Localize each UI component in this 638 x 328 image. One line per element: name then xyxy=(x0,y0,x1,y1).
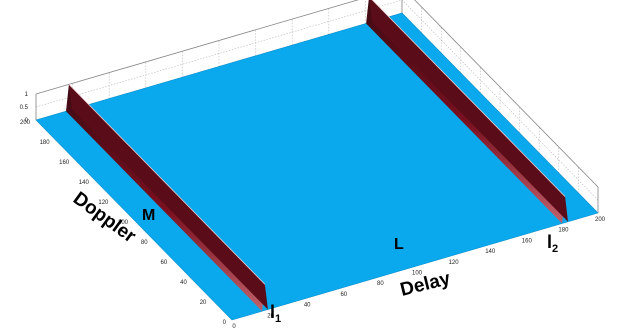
x-tick-label: 80 xyxy=(377,281,384,287)
axes-edge xyxy=(414,0,599,188)
y-tick-label: 80 xyxy=(141,240,148,246)
ridge-1-side xyxy=(68,84,268,310)
x-tick-label: 200 xyxy=(595,217,606,223)
axes-box xyxy=(35,0,599,214)
y-tick-label: 40 xyxy=(180,280,187,286)
axes-edge xyxy=(35,0,359,95)
z-tick-label: 0 xyxy=(25,118,29,124)
z-tick-label: 0.5 xyxy=(20,105,29,111)
annotation-l2: l2 xyxy=(547,232,558,255)
y-tick-label: 160 xyxy=(59,160,70,166)
x-tick-label: 140 xyxy=(485,249,496,255)
x-axis-label: Delay xyxy=(398,268,453,301)
y-tick-label: 0 xyxy=(223,320,227,326)
tick-labels: 0204060801001201401601802000204060801001… xyxy=(20,92,606,328)
grid-line xyxy=(35,0,403,108)
annotation-l1: l1 xyxy=(270,302,281,325)
y-tick-label: 120 xyxy=(98,200,109,206)
z-tick-label: 1 xyxy=(25,92,29,98)
y-tick-label: 180 xyxy=(40,140,51,146)
ridge-2-side xyxy=(369,0,568,222)
y-tick-label: 60 xyxy=(161,260,168,266)
y-tick-label: 200 xyxy=(20,120,31,126)
ridge-2-crest xyxy=(371,0,566,197)
x-tick-label: 40 xyxy=(304,303,311,309)
x-tick-label: 180 xyxy=(558,228,569,234)
x-tick-label: 160 xyxy=(522,238,533,244)
x-tick-label: 100 xyxy=(412,271,423,277)
ridges xyxy=(66,0,568,312)
annotation-m: M xyxy=(142,207,155,224)
x-tick-label: 60 xyxy=(340,292,347,298)
ridge-1-crest xyxy=(68,84,266,285)
y-tick-label: 140 xyxy=(79,180,90,186)
x-tick-label: 20 xyxy=(267,313,274,319)
x-tick-label: 0 xyxy=(232,324,236,328)
annotation-l: L xyxy=(394,236,404,253)
y-tick-label: 100 xyxy=(118,220,129,226)
y-tick-label: 20 xyxy=(200,300,207,306)
x-tick-label: 120 xyxy=(449,260,460,266)
